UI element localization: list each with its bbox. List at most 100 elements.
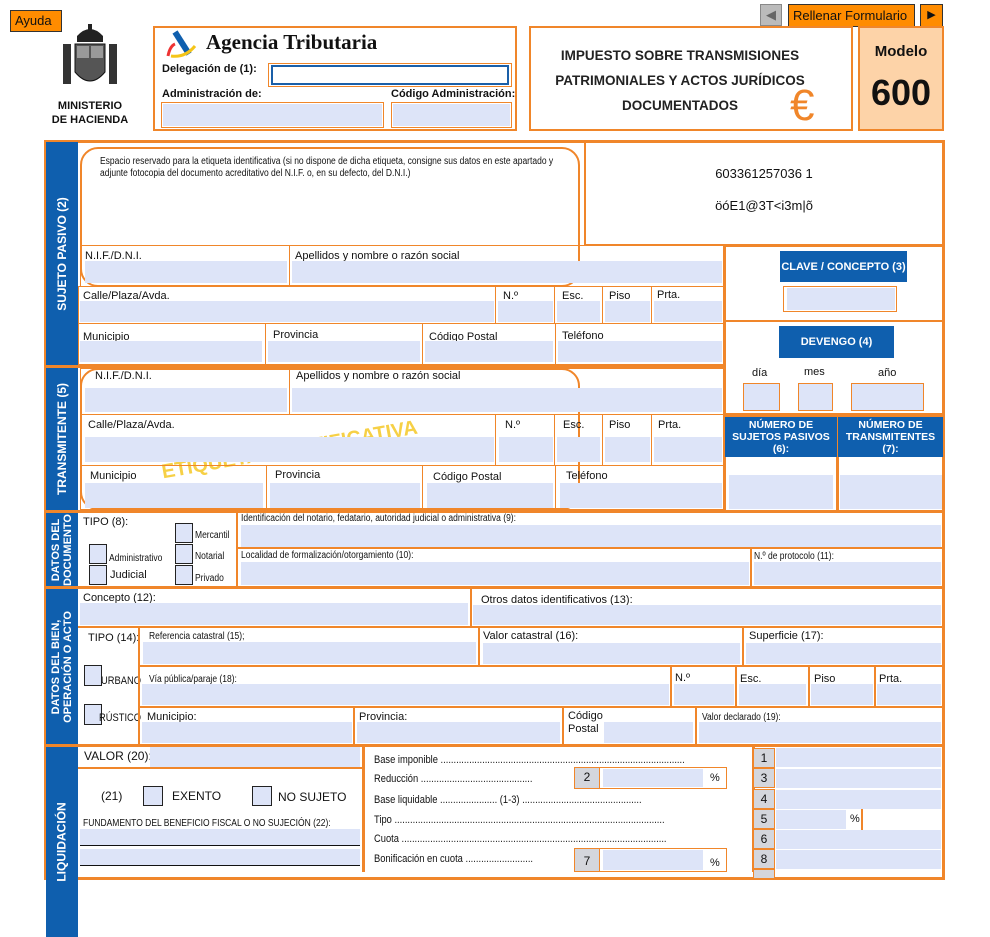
- bien-municipio-input[interactable]: [142, 722, 352, 743]
- tr-prta-input[interactable]: [654, 437, 722, 462]
- sp-apellidos-input[interactable]: [292, 261, 722, 283]
- tr-esc-input[interactable]: [557, 437, 600, 462]
- administrativo-checkbox[interactable]: [89, 544, 107, 564]
- fundamento-line2[interactable]: [80, 849, 360, 866]
- mes-input[interactable]: [798, 383, 833, 411]
- box-4-input[interactable]: [776, 790, 941, 809]
- divider: [138, 627, 140, 745]
- box-2-number: 2: [574, 767, 600, 789]
- codigo-administracion-input[interactable]: [393, 104, 510, 126]
- concepto-input[interactable]: [80, 603, 468, 625]
- notario-input[interactable]: [241, 525, 941, 547]
- sp-cp-input[interactable]: [425, 341, 553, 362]
- fill-form-button[interactable]: Rellenar Formulario: [788, 4, 915, 27]
- sp-esc-input[interactable]: [557, 301, 600, 322]
- barcode-box: [584, 141, 944, 246]
- tr-cp-input[interactable]: [427, 483, 553, 508]
- superficie-input[interactable]: [746, 643, 941, 664]
- clave-input[interactable]: [787, 288, 895, 310]
- bien-esc-input[interactable]: [739, 684, 806, 705]
- rustico-checkbox[interactable]: [84, 704, 102, 725]
- tr-numero-input[interactable]: [499, 437, 553, 462]
- tr-provincia-input[interactable]: [270, 483, 420, 508]
- sp-apellidos-label: Apellidos y nombre o razón social: [295, 250, 460, 262]
- tr-nif-input[interactable]: [85, 388, 287, 412]
- exento-checkbox[interactable]: [143, 786, 163, 806]
- tr-piso-input[interactable]: [605, 437, 650, 462]
- no-sujeto-checkbox[interactable]: [252, 786, 272, 806]
- sp-calle-input[interactable]: [80, 301, 494, 322]
- notarial-checkbox[interactable]: [175, 544, 193, 564]
- next-button[interactable]: ▶: [920, 4, 943, 27]
- bien-provincia-input[interactable]: [357, 722, 560, 743]
- triangle-right-icon: ▶: [927, 9, 936, 21]
- mercantil-checkbox[interactable]: [175, 523, 193, 543]
- protocolo-input[interactable]: [754, 562, 941, 585]
- bien-numero-input[interactable]: [674, 684, 734, 705]
- judicial-checkbox[interactable]: [89, 565, 107, 585]
- via-publica-input[interactable]: [142, 684, 669, 705]
- title-line2: PATRIMONIALES Y ACTOS JURÍDICOS: [555, 73, 805, 88]
- sp-provincia-label: Provincia: [273, 329, 319, 341]
- bien-cp-input[interactable]: [604, 722, 693, 743]
- referencia-catastral-input[interactable]: [143, 642, 476, 664]
- localidad-input[interactable]: [241, 562, 749, 585]
- sp-numero-input[interactable]: [498, 301, 553, 322]
- anio-input[interactable]: [851, 383, 924, 411]
- sp-telefono-input[interactable]: [558, 341, 722, 362]
- administracion-label: Administración de:: [162, 88, 262, 100]
- sp-prta-input[interactable]: [654, 301, 722, 322]
- divider: [44, 744, 945, 747]
- box-4-number: 4: [753, 789, 775, 809]
- valor-catastral-input[interactable]: [483, 643, 740, 664]
- valor-declarado-input[interactable]: [699, 722, 941, 743]
- bien-prta-label: Prta.: [879, 673, 903, 685]
- dia-input[interactable]: [743, 383, 780, 411]
- title-box: [529, 26, 853, 131]
- bonificacion-percent: %: [710, 857, 720, 869]
- sp-provincia-input[interactable]: [268, 341, 420, 362]
- numero-sujetos-input[interactable]: [729, 475, 833, 509]
- sp-nif-input[interactable]: [85, 261, 287, 283]
- ministry-name: MINISTERIO DE HACIENDA: [45, 99, 135, 127]
- box-1-input[interactable]: [776, 748, 941, 767]
- bien-municipio-label: Municipio:: [147, 711, 197, 723]
- otros-datos-input[interactable]: [473, 605, 941, 625]
- box-5-input[interactable]: [776, 810, 846, 829]
- delegacion-input[interactable]: [271, 65, 509, 85]
- box-8-input[interactable]: [776, 850, 941, 869]
- help-button[interactable]: Ayuda: [10, 10, 62, 32]
- devengo-title: DEVENGO (4): [779, 326, 894, 358]
- numero-transmitentes-input[interactable]: [840, 475, 942, 509]
- divider: [695, 707, 697, 745]
- divider: [562, 707, 564, 745]
- divider: [44, 586, 945, 589]
- valor-20-input[interactable]: [150, 747, 360, 767]
- box-7-number: 7: [574, 848, 600, 872]
- bonificacion-input[interactable]: [603, 850, 703, 870]
- previous-button[interactable]: ◀: [760, 4, 782, 26]
- box-6-input[interactable]: [776, 830, 941, 849]
- tr-municipio-input[interactable]: [85, 483, 263, 508]
- reduccion-input[interactable]: [603, 769, 703, 787]
- mes-label: mes: [804, 366, 825, 378]
- barcode-number: 603361257036 1: [715, 166, 813, 181]
- tr-apellidos-input[interactable]: [292, 388, 722, 412]
- box-3-input[interactable]: [776, 769, 941, 788]
- divider: [861, 809, 863, 830]
- administracion-input[interactable]: [163, 104, 382, 126]
- fundamento-line1[interactable]: [80, 829, 360, 846]
- notario-label: Identificación del notario, fedatario, a…: [241, 513, 516, 524]
- sp-piso-input[interactable]: [605, 301, 650, 322]
- tr-telefono-input[interactable]: [560, 483, 722, 508]
- tr-calle-input[interactable]: [85, 437, 494, 462]
- tr-piso-label: Piso: [609, 419, 631, 431]
- clave-frame: [783, 286, 897, 312]
- sp-municipio-input[interactable]: [80, 341, 262, 362]
- privado-checkbox[interactable]: [175, 565, 193, 585]
- urbano-checkbox[interactable]: [84, 665, 102, 686]
- tr-apellidos-label: Apellidos y nombre o razón social: [296, 370, 461, 382]
- bien-prta-input[interactable]: [877, 684, 941, 705]
- bien-piso-input[interactable]: [811, 684, 873, 705]
- localidad-label: Localidad de formalización/otorgamiento …: [241, 550, 414, 561]
